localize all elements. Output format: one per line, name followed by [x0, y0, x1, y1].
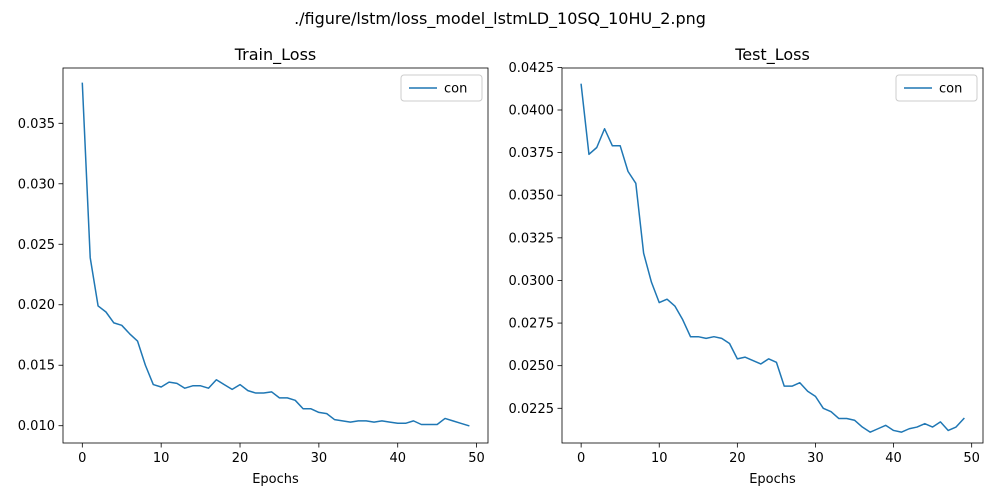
train-loss-x-tick-label: 0 [78, 451, 86, 466]
train-loss-series-line-con [81, 82, 470, 427]
train-loss-legend: con [400, 74, 483, 102]
train-loss-y-tick-label: 0.015 [18, 359, 55, 374]
test-loss-legend: con [895, 74, 978, 102]
test-loss-series-line-con [580, 83, 965, 433]
test-loss-axes-frame [561, 67, 984, 444]
test-loss-y-tick-label: 0.0375 [509, 146, 555, 161]
train-loss-y-tick-label: 0.030 [18, 177, 55, 192]
train-loss-legend-box [400, 74, 483, 102]
test-loss-y-tick-label: 0.0250 [509, 359, 555, 374]
train-loss-x-tick-label: 40 [389, 451, 406, 466]
test-loss-y-tick-label: 0.0400 [509, 104, 555, 119]
test-loss-legend-label: con [939, 82, 962, 97]
figure-suptitle: ./figure/lstm/loss_model_lstmLD_10SQ_10H… [294, 9, 706, 29]
train-loss-x-tick-label: 10 [153, 451, 170, 466]
train-loss-x-tick-label: 50 [468, 451, 485, 466]
test-loss-x-tick-label: 0 [577, 451, 585, 466]
test-loss-x-tick-label: 40 [885, 451, 902, 466]
train-loss-y-tick-label: 0.035 [18, 117, 55, 132]
test-loss-x-tick-label: 50 [963, 451, 980, 466]
train-loss-title: Train_Loss [234, 45, 316, 65]
test-loss-x-tick-label: 30 [807, 451, 824, 466]
train-loss-x-tick-label: 30 [311, 451, 328, 466]
train-loss-legend-label: con [444, 82, 467, 97]
test-loss-legend-box [895, 74, 978, 102]
test-loss-xlabel: Epochs [749, 472, 796, 487]
test-loss-panel: Test_Loss Epochs 0 10 20 30 40 50 0.0225 0.0250… [509, 45, 984, 487]
test-loss-y-tick-label: 0.0300 [509, 274, 555, 289]
test-loss-y-tick-label: 0.0350 [509, 189, 555, 204]
train-loss-axes-frame [62, 67, 489, 444]
test-loss-y-tick-label: 0.0275 [509, 317, 555, 332]
train-loss-panel: Train_Loss Epochs 0 10 20 30 40 50 0.010 0.015 0… [18, 45, 489, 487]
test-loss-x-tick-label: 10 [651, 451, 668, 466]
train-loss-y-tick-label: 0.020 [18, 298, 55, 313]
test-loss-y-tick-label: 0.0425 [509, 61, 555, 76]
test-loss-y-tick-label: 0.0225 [509, 402, 555, 417]
test-loss-y-tick-label: 0.0325 [509, 231, 555, 246]
train-loss-y-tick-label: 0.010 [18, 419, 55, 434]
test-loss-title: Test_Loss [734, 45, 810, 65]
train-loss-xlabel: Epochs [252, 472, 299, 487]
train-loss-x-tick-label: 20 [232, 451, 249, 466]
train-loss-y-tick-label: 0.025 [18, 238, 55, 253]
test-loss-x-tick-label: 20 [729, 451, 746, 466]
